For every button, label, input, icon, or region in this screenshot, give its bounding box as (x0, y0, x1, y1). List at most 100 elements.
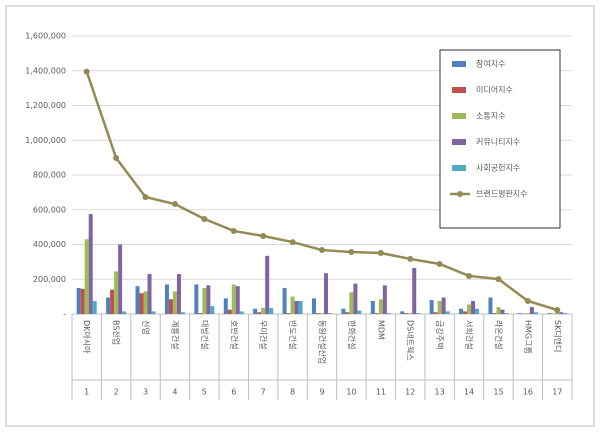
x-tick-label: HMG그룹 (523, 320, 532, 354)
rank-label: 6 (231, 388, 236, 397)
bar (180, 312, 185, 314)
rank-label: 5 (202, 388, 207, 397)
bar (122, 311, 127, 314)
x-tick-label: DK아시아 (82, 320, 92, 354)
bar (135, 286, 140, 314)
bar (269, 307, 274, 314)
bar (433, 312, 438, 314)
bar (374, 313, 379, 314)
x-tick-label: SK디앤디 (553, 320, 563, 352)
bar (118, 244, 123, 314)
bar (223, 298, 228, 314)
line-point (348, 248, 355, 255)
x-tick-label: BS산업 (112, 320, 122, 345)
legend-label: 브랜드평판지수 (476, 189, 528, 199)
bar (210, 306, 215, 314)
rank-label: 2 (114, 388, 119, 397)
bar (84, 239, 89, 314)
bar (147, 274, 152, 314)
bar (194, 284, 199, 314)
legend-label: 미디어지수 (476, 85, 513, 95)
x-tick-label: 우미건설 (259, 320, 269, 349)
bar (164, 284, 169, 314)
bar (492, 313, 497, 314)
line-point (495, 276, 502, 283)
legend-swatch (452, 139, 466, 145)
legend-box (439, 49, 561, 229)
rank-label: 4 (172, 388, 177, 397)
bar (298, 300, 303, 314)
bar (176, 274, 181, 314)
bar (235, 286, 240, 314)
bar (349, 292, 354, 314)
y-tick-label: 1,000,000 (25, 136, 66, 145)
legend-swatch (452, 113, 466, 119)
bar (408, 313, 413, 314)
y-tick-label: 600,000 (33, 205, 66, 214)
y-tick-label: 1,200,000 (25, 101, 66, 110)
bar (517, 313, 522, 314)
y-tick-label: - (63, 310, 66, 319)
bar (378, 299, 383, 314)
bar (143, 291, 148, 314)
bar (290, 296, 295, 314)
rank-label: 7 (261, 388, 266, 397)
bar (294, 300, 299, 314)
line-point (113, 154, 120, 161)
bar (227, 309, 232, 314)
bar (231, 284, 236, 314)
rank-label: 11 (376, 388, 386, 397)
line-point (201, 215, 208, 222)
rank-label: 16 (523, 388, 533, 397)
bar (529, 307, 534, 314)
bar (320, 313, 324, 314)
x-tick-label: 대방건설 (200, 320, 210, 349)
bar (198, 313, 203, 314)
x-tick-label: 한화건설 (347, 320, 357, 349)
bar (151, 311, 156, 314)
bar (386, 313, 391, 314)
bar (253, 308, 258, 314)
bar (286, 313, 291, 314)
bar (441, 297, 446, 314)
bar (316, 313, 320, 314)
legend-swatch (452, 87, 466, 93)
line-point (289, 239, 296, 246)
rank-label: 15 (493, 388, 503, 397)
bar (345, 312, 350, 314)
rank-label: 3 (143, 388, 148, 397)
x-tick-label: 라온건설 (494, 320, 504, 349)
line-point (319, 247, 325, 254)
bar (547, 313, 552, 314)
line-point (466, 272, 473, 279)
rank-label: 8 (290, 388, 295, 397)
bar (265, 255, 270, 314)
bar (559, 312, 564, 314)
bar (416, 313, 421, 314)
bar (282, 287, 287, 314)
bar (139, 293, 144, 314)
y-tick-label: 200,000 (33, 275, 66, 284)
line-point (377, 250, 384, 257)
rank-label: 10 (346, 388, 356, 397)
legend-label: 커뮤니티지수 (476, 137, 520, 147)
line-point (407, 255, 414, 262)
legend-label: 소통지수 (476, 112, 505, 121)
x-tick-label: 반도건설 (288, 320, 298, 349)
x-tick-label: MDM (376, 320, 385, 340)
y-tick-label: 1,600,000 (25, 32, 66, 41)
bar (412, 267, 417, 314)
line-point (260, 232, 267, 239)
bar (488, 297, 493, 314)
line-point (524, 297, 531, 304)
line-point (171, 201, 178, 208)
x-tick-label: 금강주택 (435, 320, 445, 349)
line-point (554, 307, 561, 314)
y-tick-label: 800,000 (33, 171, 66, 180)
bar (257, 312, 262, 314)
bar (459, 308, 464, 314)
bar (445, 311, 450, 314)
bar (206, 285, 211, 314)
